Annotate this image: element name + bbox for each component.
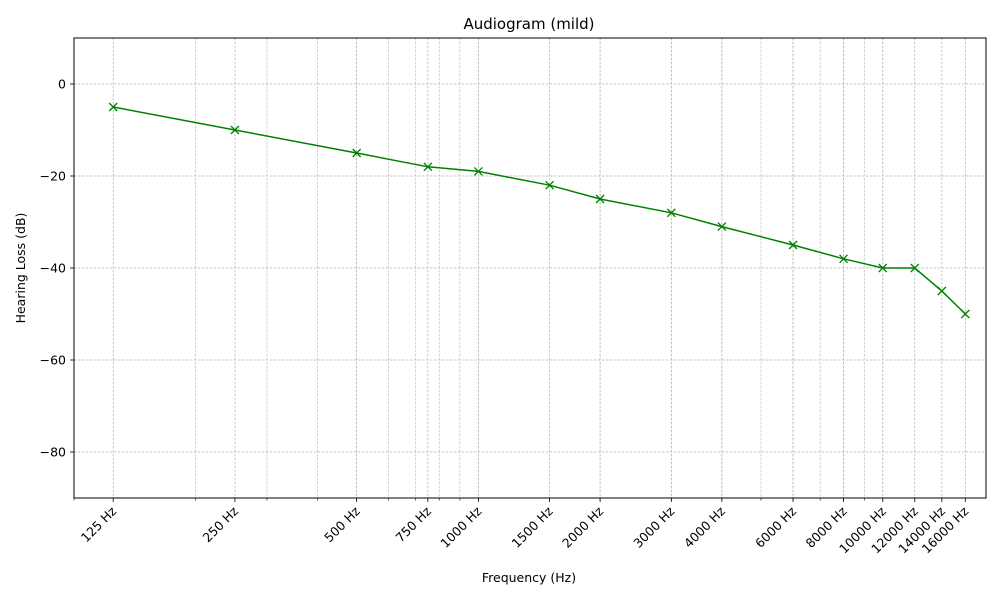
y-axis-label: Hearing Loss (dB) bbox=[13, 213, 28, 324]
y-tick-label: −60 bbox=[40, 353, 66, 368]
x-tick-label: 125 Hz bbox=[78, 503, 120, 545]
y-tick-label: −20 bbox=[40, 169, 66, 184]
x-tick-label: 1500 Hz bbox=[509, 503, 557, 551]
data-point bbox=[717, 222, 727, 232]
x-axis-label: Frequency (Hz) bbox=[482, 570, 576, 585]
data-point bbox=[960, 309, 970, 319]
grid bbox=[73, 38, 986, 498]
data-point bbox=[545, 180, 555, 190]
data-point bbox=[666, 208, 676, 218]
series bbox=[108, 102, 970, 319]
y-tick-label: −80 bbox=[40, 445, 66, 460]
data-point bbox=[423, 162, 433, 172]
x-tick-label: 6000 Hz bbox=[752, 503, 800, 551]
data-point bbox=[108, 102, 118, 112]
series-line bbox=[113, 106, 966, 315]
y-tick-label: 0 bbox=[58, 77, 66, 92]
x-tick-label: 750 Hz bbox=[392, 503, 434, 545]
data-point bbox=[910, 263, 920, 273]
data-point bbox=[595, 194, 605, 204]
x-tick-label: 500 Hz bbox=[321, 503, 363, 545]
data-point bbox=[352, 148, 362, 158]
x-tick-label: 3000 Hz bbox=[630, 503, 678, 551]
x-tick-label: 4000 Hz bbox=[681, 503, 729, 551]
data-point bbox=[473, 166, 483, 176]
data-point bbox=[937, 286, 947, 296]
y-tick-label: −40 bbox=[40, 261, 66, 276]
x-tick-label: 2000 Hz bbox=[559, 503, 607, 551]
chart-title: Audiogram (mild) bbox=[463, 15, 594, 33]
data-point bbox=[230, 125, 240, 135]
data-point bbox=[878, 263, 888, 273]
data-point bbox=[839, 254, 849, 264]
axis-ticks: 125 Hz 250 Hz 500 Hz 750 Hz 1000 Hz 1500 Hz 20… bbox=[40, 77, 972, 557]
data-point bbox=[788, 240, 798, 250]
x-tick-label: 1000 Hz bbox=[437, 503, 485, 551]
x-tick-label: 250 Hz bbox=[199, 503, 241, 545]
